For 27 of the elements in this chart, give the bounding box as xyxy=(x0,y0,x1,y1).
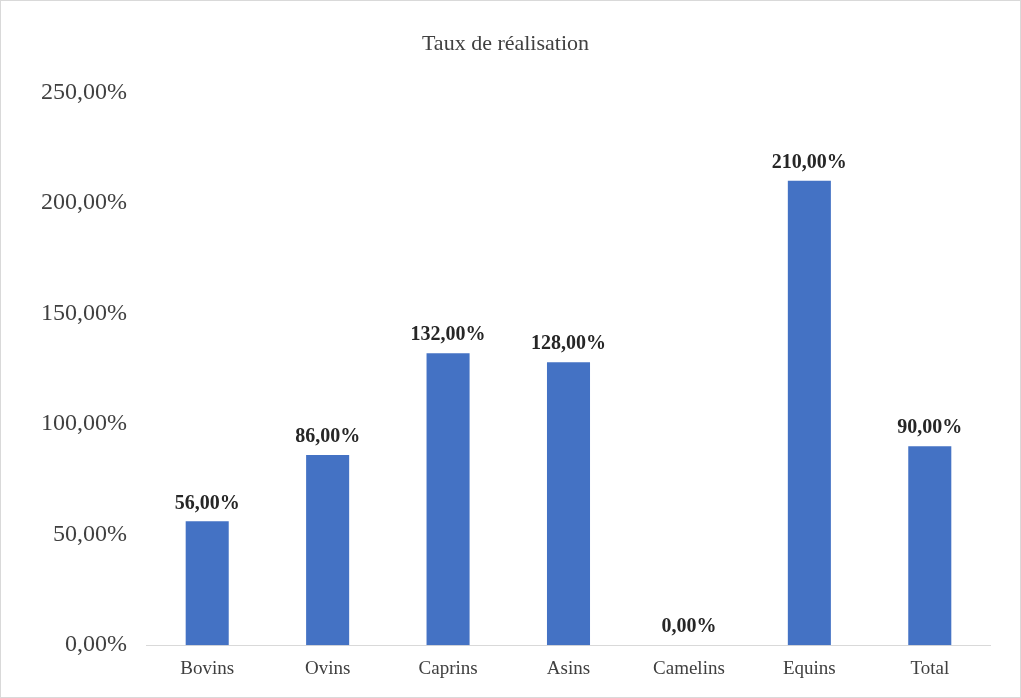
x-tick-label: Caprins xyxy=(418,656,478,678)
y-tick-label: 200,00% xyxy=(40,188,127,215)
bar xyxy=(185,521,229,646)
data-label: 210,00% xyxy=(771,150,847,173)
bar xyxy=(306,455,350,646)
y-tick-label: 100,00% xyxy=(40,409,127,436)
data-label: 86,00% xyxy=(295,424,361,447)
chart-title: Taux de réalisation xyxy=(421,29,590,55)
y-tick-label: 250,00% xyxy=(40,77,127,104)
data-label: 0,00% xyxy=(661,614,717,637)
data-label: 90,00% xyxy=(897,415,963,438)
bar xyxy=(546,362,591,646)
x-tick-label: Bovins xyxy=(180,656,235,678)
bar xyxy=(787,180,831,646)
x-tick-label: Equins xyxy=(782,656,836,678)
data-label: 56,00% xyxy=(174,490,240,513)
y-tick-label: 50,00% xyxy=(52,519,127,546)
y-tick-label: 150,00% xyxy=(40,298,127,325)
y-tick-label: 0,00% xyxy=(64,630,127,657)
x-tick-label: Asins xyxy=(546,656,591,678)
x-tick-label: Ovins xyxy=(304,656,351,678)
x-tick-label: Camelins xyxy=(653,656,725,678)
data-label: 132,00% xyxy=(410,322,486,345)
x-tick-label: Total xyxy=(910,656,950,678)
data-label: 128,00% xyxy=(531,331,606,354)
bar xyxy=(908,446,952,646)
bar xyxy=(426,353,470,646)
